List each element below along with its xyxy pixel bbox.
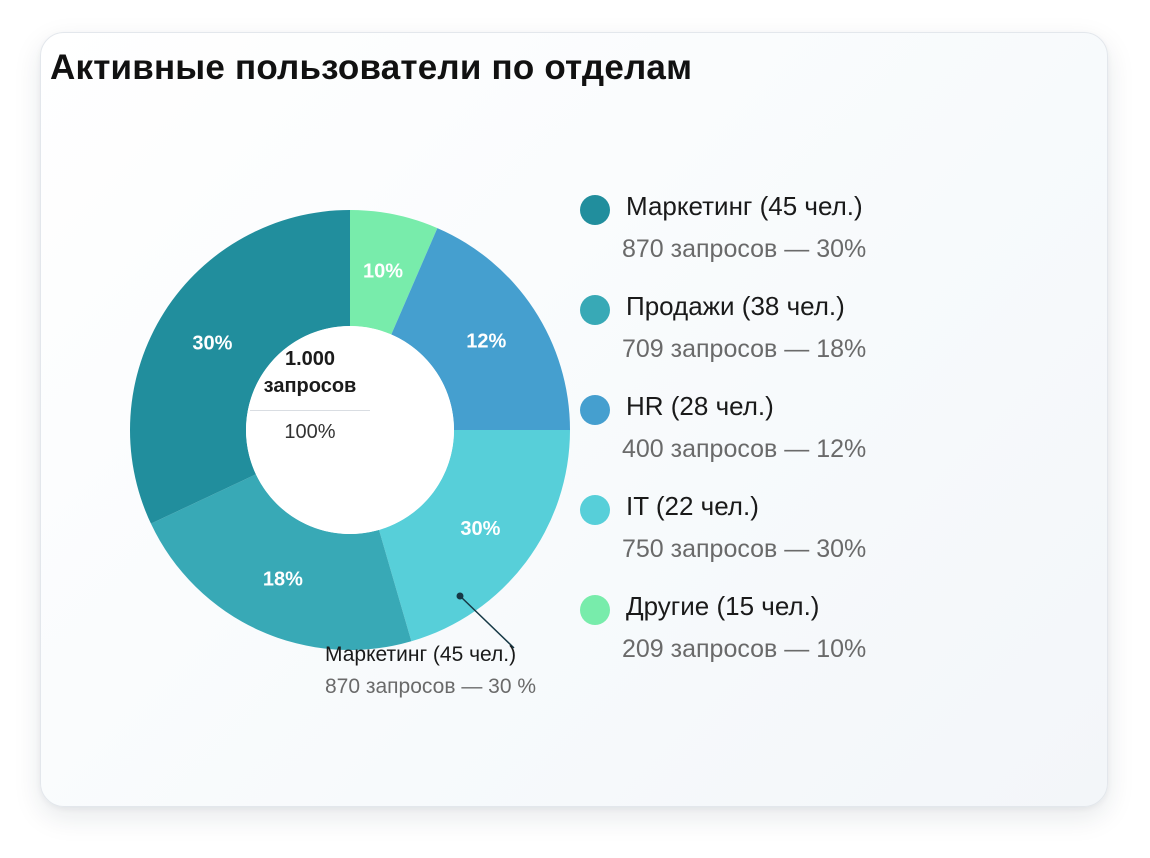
legend-color-swatch: [580, 395, 610, 425]
legend-label: Другие (15 чел.): [626, 591, 820, 621]
legend-subtext: 709 запросов — 18%: [622, 335, 867, 363]
callout-label: Маркетинг (45 чел.): [325, 643, 517, 666]
legend-label: HR (28 чел.): [626, 391, 774, 421]
legend-label: Маркетинг (45 чел.): [626, 191, 863, 221]
slice-percent-label: 18%: [263, 569, 303, 591]
donut-center-label: 1.000 запросов 100%: [210, 346, 410, 444]
legend-color-swatch: [580, 495, 610, 525]
donut-slices: [130, 210, 570, 650]
center-percent: 100%: [284, 421, 336, 443]
callout-pointer: [456, 592, 515, 649]
legend-subtext: 870 запросов — 30%: [622, 235, 867, 263]
slice-percent-label: 30%: [460, 518, 500, 540]
slice-percent-label: 10%: [363, 260, 403, 282]
legend-subtext: 209 запросов — 10%: [622, 635, 867, 663]
center-total: 1.000: [284, 348, 336, 370]
donut-slice-labels: 10% 12% 30% 18% 30%: [192, 260, 506, 590]
center-unit: запросов: [263, 375, 357, 397]
callout-line: [459, 595, 515, 649]
callout-dot: [456, 592, 464, 600]
legend-subtext: 750 запросов — 30%: [622, 535, 867, 563]
chart-callout: Маркетинг (45 чел.) 870 запросов — 30 %: [325, 640, 536, 704]
legend-label: Продажи (38 чел.): [626, 291, 845, 321]
donut-slice-маркетинг[interactable]: [130, 210, 350, 524]
donut-slice-другие[interactable]: [350, 210, 438, 335]
donut-hole: [246, 326, 454, 534]
center-divider: [250, 410, 370, 411]
donut-slice-it[interactable]: [379, 430, 570, 642]
donut-slice-продажи[interactable]: [150, 474, 412, 650]
legend-color-swatch: [580, 295, 610, 325]
legend-color-swatch: [580, 195, 610, 225]
legend-subtext: 400 запросов — 12%: [622, 435, 867, 463]
legend-color-swatch: [580, 595, 610, 625]
slice-percent-label: 12%: [466, 331, 506, 353]
chart-title: Активные пользователи по отделам: [50, 48, 693, 87]
callout-subtext: 870 запросов — 30 %: [325, 675, 537, 698]
donut-slice-hr[interactable]: [391, 228, 570, 430]
legend-label: IT (22 чел.): [626, 491, 759, 521]
slice-percent-label: 30%: [192, 333, 232, 355]
